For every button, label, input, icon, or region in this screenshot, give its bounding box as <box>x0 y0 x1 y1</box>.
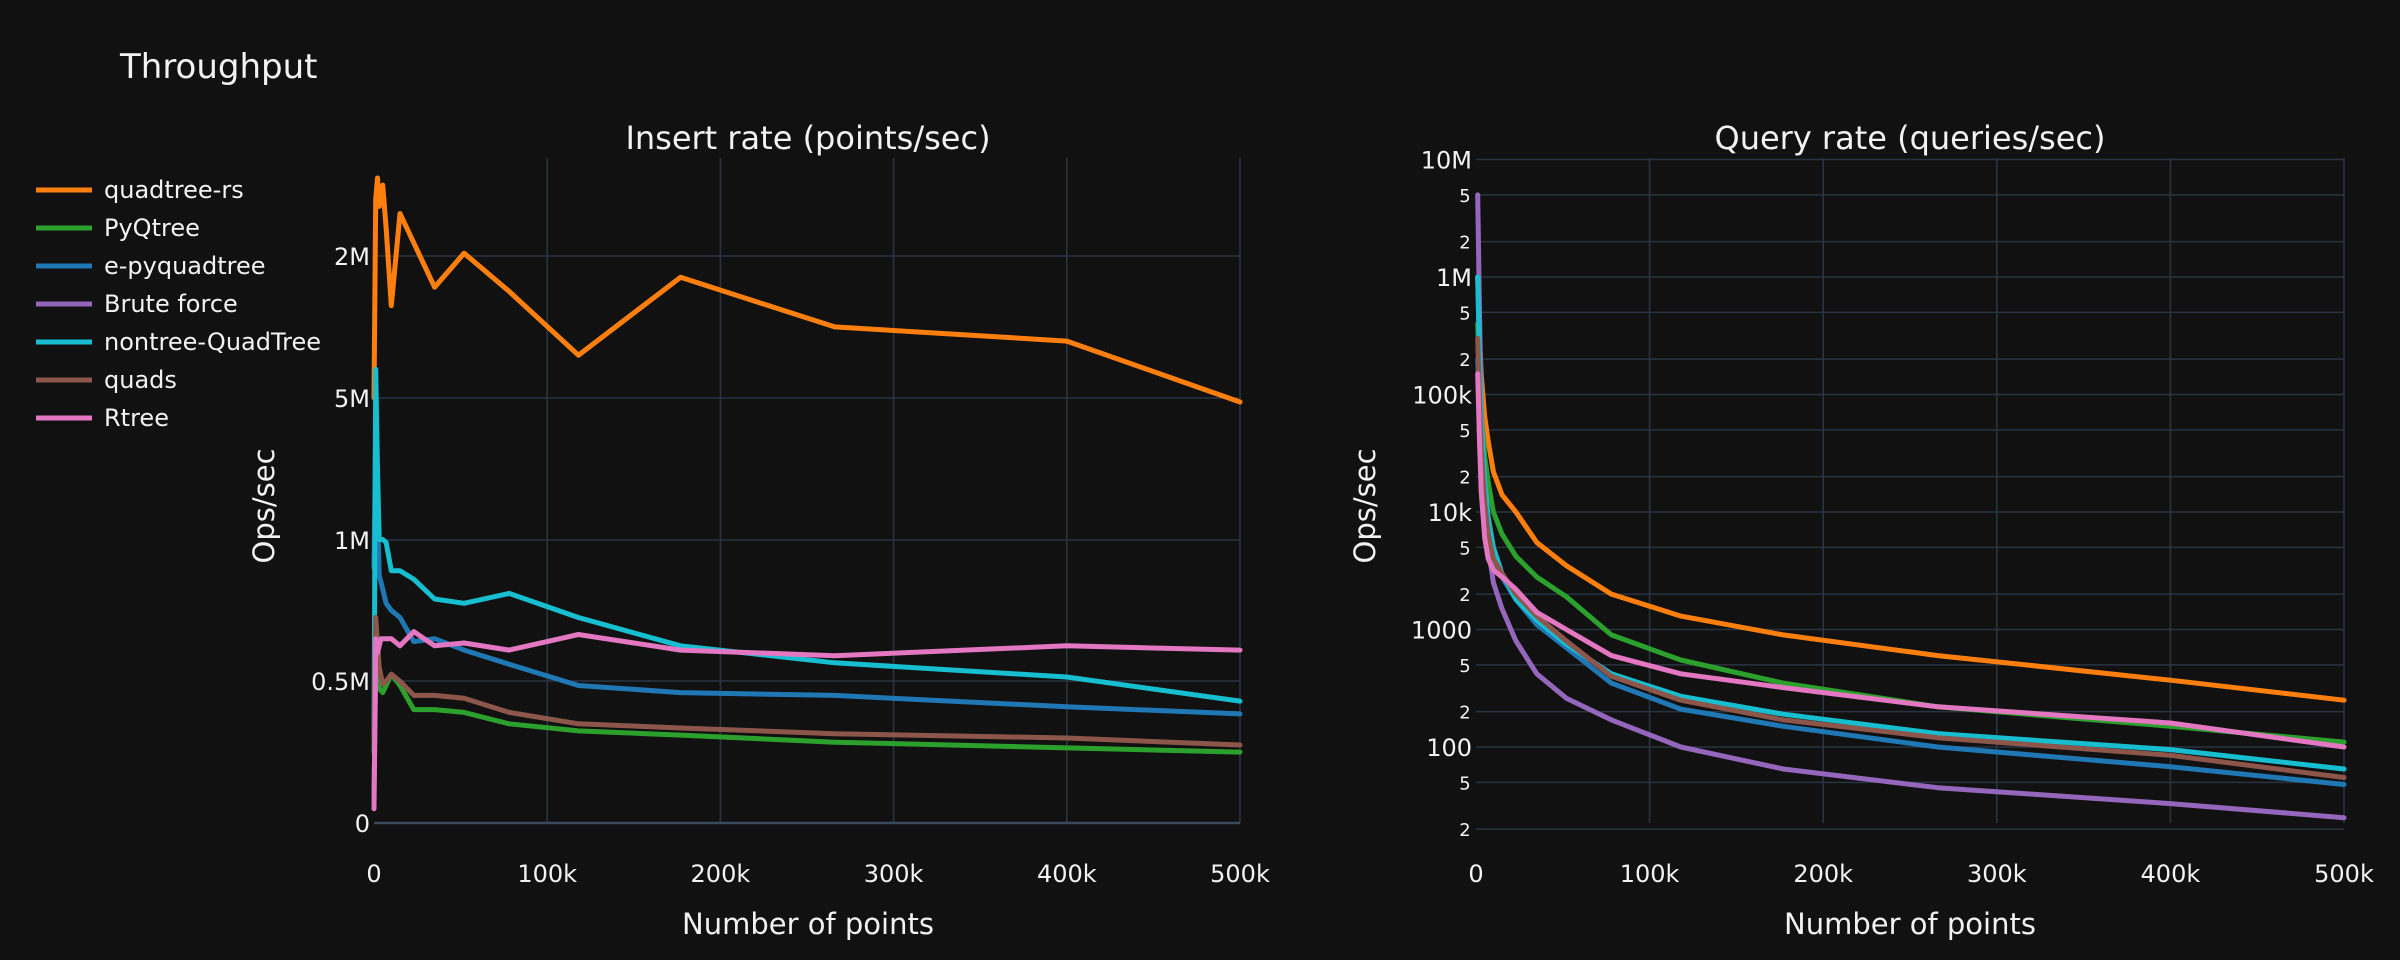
query-y-minor-tick-label: 2 <box>1459 233 1470 254</box>
legend-label: quads <box>104 366 177 394</box>
insert-series-pyqtree <box>371 643 1243 755</box>
insert-y-tick-label: 5M <box>334 385 370 413</box>
legend-label: PyQtree <box>104 214 200 242</box>
query-y-minor-tick-label: 5 <box>1459 538 1470 559</box>
insert-x-tick-label: 400k <box>1037 860 1097 888</box>
query-y-tick-label: 1M <box>1436 264 1472 292</box>
query-y-minor-tick-label: 2 <box>1459 468 1470 489</box>
query-y-minor-tick-label: 2 <box>1459 350 1470 371</box>
legend-label: Rtree <box>104 404 169 432</box>
query-y-tick-label: 10M <box>1421 147 1472 175</box>
insert-x-tick-label: 300k <box>864 860 924 888</box>
insert-x-tick-label: 500k <box>1210 860 1270 888</box>
insert-x-tick-label: 100k <box>517 860 577 888</box>
insert-y-tick-label: 0 <box>355 810 370 838</box>
query-x-tick-label: 400k <box>2141 860 2201 888</box>
legend-label: e-pyquadtree <box>104 252 266 280</box>
query-x-tick-label: 200k <box>1793 860 1853 888</box>
query-series-nontree-quadtree <box>1475 274 2347 772</box>
legend-item-e-pyquadtree[interactable]: e-pyquadtree <box>36 252 266 280</box>
query-y-tick-label: 10k <box>1428 499 1473 527</box>
legend-item-brute-force[interactable]: Brute force <box>36 290 238 318</box>
query-y-minor-tick-label: 5 <box>1459 656 1470 677</box>
query-series-quadtree-rs <box>1475 274 2347 703</box>
query-y-tick-label: 1000 <box>1411 617 1472 645</box>
query-x-tick-label: 500k <box>2314 860 2374 888</box>
legend-label: quadtree-rs <box>104 176 244 204</box>
legend-label: nontree-QuadTree <box>104 328 321 356</box>
legend-label: Brute force <box>104 290 238 318</box>
query-y-minor-tick-label: 2 <box>1459 703 1470 724</box>
insert-x-tick-label: 0 <box>366 860 381 888</box>
insert-rate-panel: Insert rate (points/sec) 0 100k 200k 300k 40… <box>247 119 1270 941</box>
query-y-tick-label: 100 <box>1426 734 1472 762</box>
query-series-rtree <box>1475 371 2347 750</box>
query-y-minor-tick-label: 2 <box>1459 585 1470 606</box>
query-y-minor-tick-label: 2 <box>1459 820 1470 841</box>
figure-title: Throughput <box>119 47 318 87</box>
insert-y-tick-label: 2M <box>334 243 370 271</box>
query-rate-ylabel: Ops/sec <box>1348 448 1382 563</box>
insert-rate-ylabel: Ops/sec <box>247 448 281 563</box>
query-series-brute-force <box>1475 192 2347 821</box>
legend-item-pyqtree[interactable]: PyQtree <box>36 214 200 242</box>
query-x-tick-label: 0 <box>1468 860 1483 888</box>
query-rate-panel: Query rate (queries/sec) 0 100k 200k 300k 40… <box>1348 119 2374 941</box>
query-y-minor-tick-label: 5 <box>1459 186 1470 207</box>
legend-item-quads[interactable]: quads <box>36 366 177 394</box>
legend: quadtree-rs PyQtree e-pyquadtree Brute forc… <box>36 176 321 432</box>
legend-item-nontree-quadtree[interactable]: nontree-QuadTree <box>36 328 321 356</box>
insert-rate-title: Insert rate (points/sec) <box>625 119 990 157</box>
insert-series-rtree <box>371 629 1243 812</box>
insert-x-tick-label: 200k <box>691 860 751 888</box>
query-x-tick-label: 100k <box>1620 860 1680 888</box>
query-y-minor-tick-label: 5 <box>1459 421 1470 442</box>
insert-y-tick-label: 1M <box>334 527 370 555</box>
insert-series-e-pyquadtree <box>371 423 1243 717</box>
insert-rate-xlabel: Number of points <box>682 907 934 941</box>
query-rate-xlabel: Number of points <box>1784 907 2036 941</box>
insert-series-quads <box>371 615 1243 748</box>
query-rate-title: Query rate (queries/sec) <box>1715 119 2106 157</box>
legend-item-quadtree-rs[interactable]: quadtree-rs <box>36 176 244 204</box>
insert-y-tick-label: 0.5M <box>311 668 370 696</box>
query-y-minor-tick-label: 5 <box>1459 773 1470 794</box>
legend-item-rtree[interactable]: Rtree <box>36 404 169 432</box>
query-y-tick-label: 100k <box>1412 382 1472 410</box>
insert-series-nontree-quadtree <box>371 366 1243 741</box>
query-x-tick-label: 300k <box>1967 860 2027 888</box>
insert-series-quadtree-rs <box>371 175 1243 405</box>
query-y-minor-tick-label: 5 <box>1459 303 1470 324</box>
